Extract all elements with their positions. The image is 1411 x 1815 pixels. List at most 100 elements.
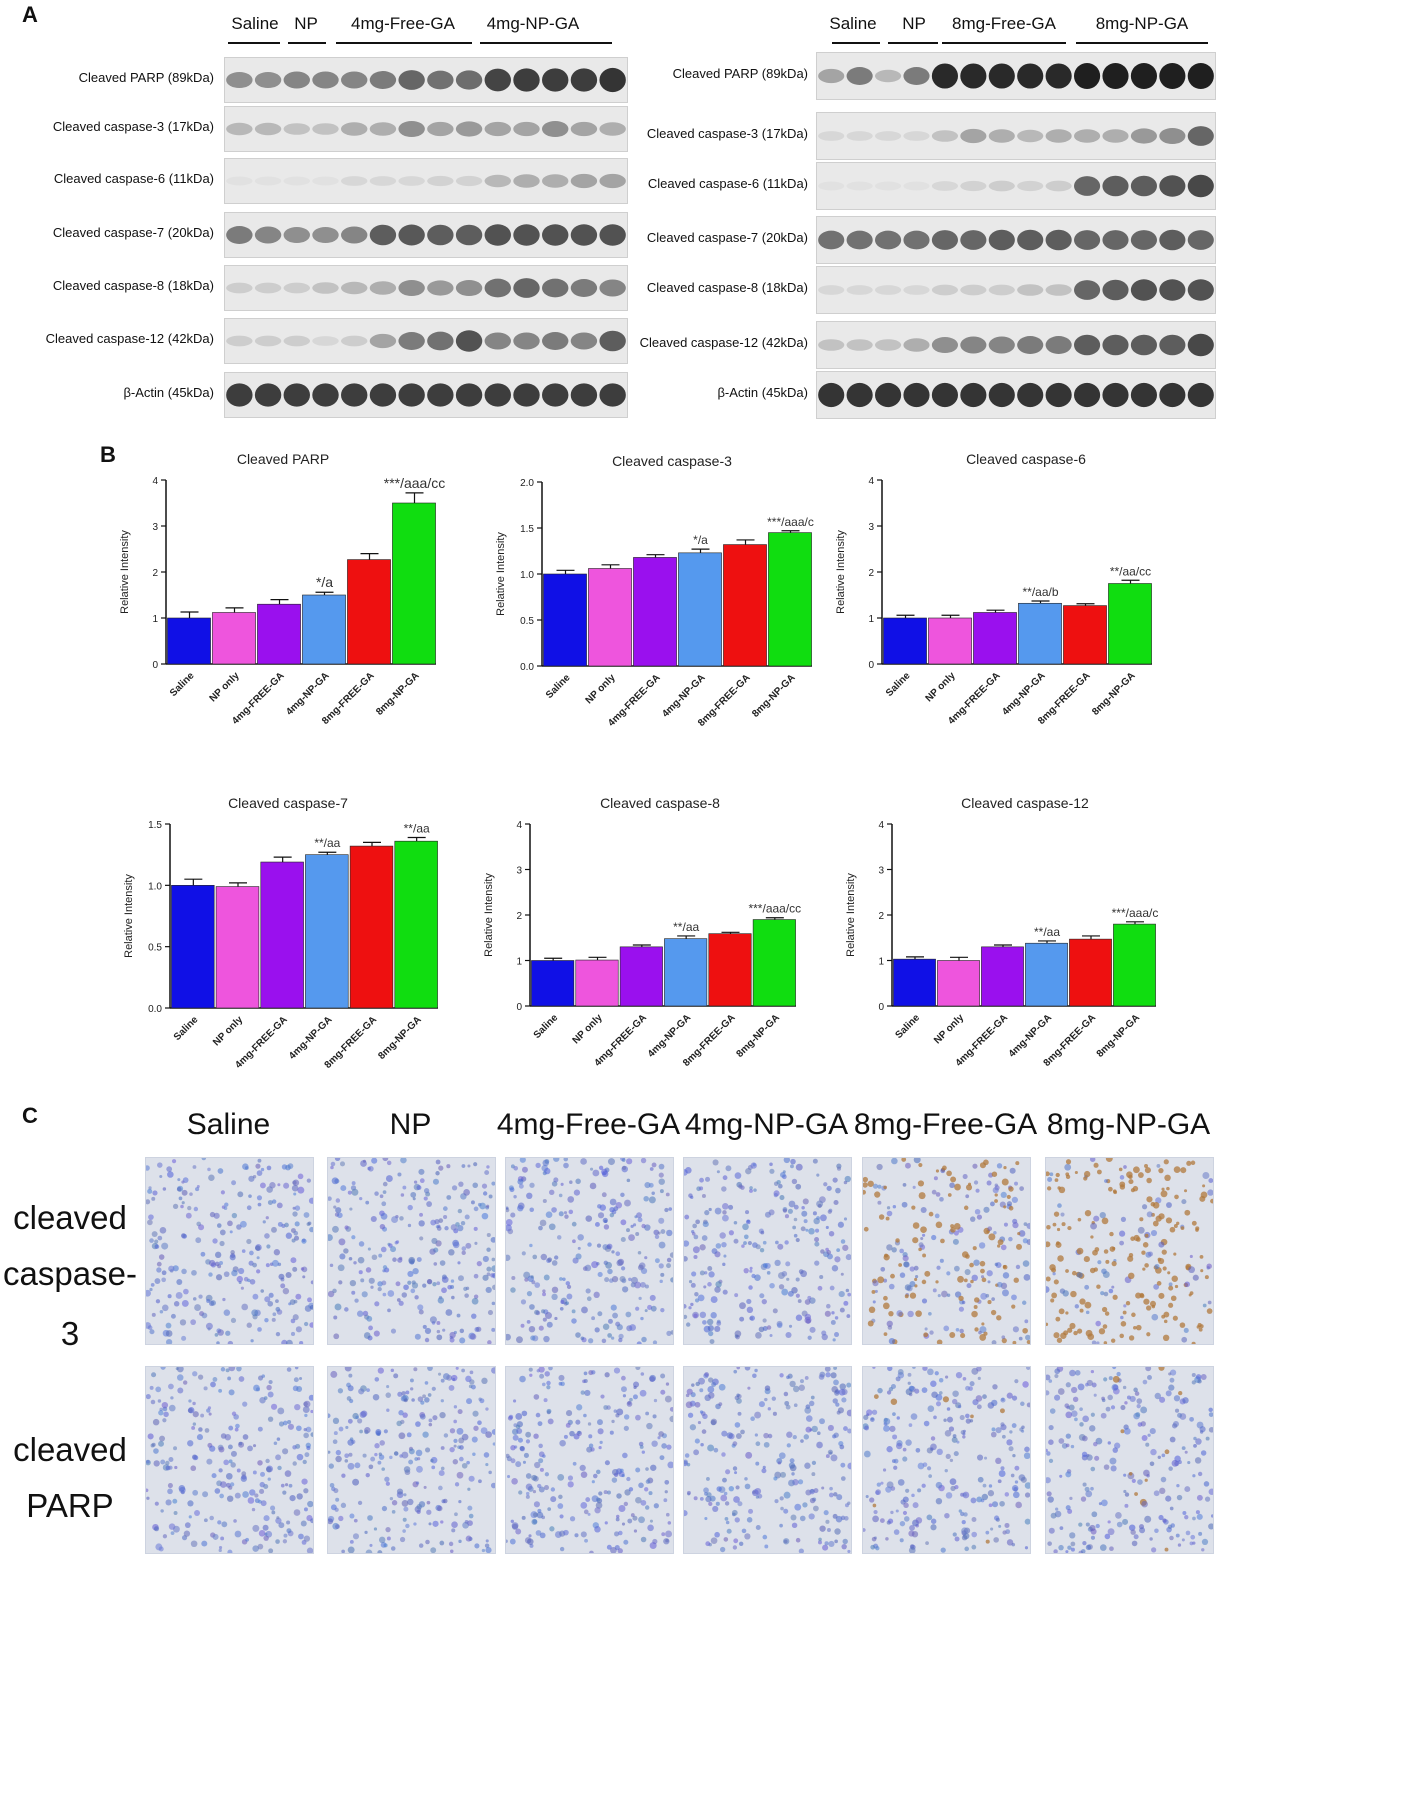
cell-nucleus: [888, 1283, 895, 1290]
cell-nucleus: [950, 1485, 956, 1492]
cell-nucleus: [1109, 1546, 1114, 1552]
cell-nucleus: [825, 1225, 829, 1230]
cell-nucleus: [815, 1228, 820, 1233]
blot-band: [988, 284, 1015, 296]
cell-nucleus: [170, 1531, 175, 1536]
cell-nucleus: [960, 1430, 966, 1435]
cell-nucleus: [349, 1539, 354, 1544]
cell-nucleus: [687, 1412, 694, 1418]
cell-nucleus: [373, 1330, 380, 1337]
cell-nucleus: [1052, 1272, 1056, 1276]
blot-band: [903, 382, 930, 408]
cell-nucleus: [417, 1396, 424, 1402]
cell-nucleus: [234, 1492, 241, 1499]
cell-nucleus: [222, 1297, 226, 1302]
cell-nucleus: [558, 1374, 565, 1381]
cell-nucleus: [418, 1543, 424, 1548]
cell-nucleus: [883, 1332, 888, 1336]
blot-band: [427, 280, 454, 296]
cell-nucleus: [754, 1411, 762, 1419]
blot-band: [254, 335, 282, 347]
cell-nucleus: [752, 1163, 756, 1167]
blot-row-label: Cleaved caspase-3 (17kDa): [646, 126, 808, 141]
cell-nucleus: [266, 1165, 272, 1171]
blot-band: [1017, 63, 1044, 89]
cell-nucleus: [443, 1498, 448, 1504]
cell-nucleus: [347, 1462, 355, 1470]
cell-nucleus: [247, 1278, 251, 1283]
cell-nucleus: [155, 1386, 162, 1393]
cell-nucleus: [415, 1449, 423, 1457]
blot-band: [455, 70, 483, 90]
cell-nucleus: [236, 1275, 243, 1283]
cell-nucleus: [325, 1413, 331, 1419]
cell-nucleus: [669, 1406, 675, 1412]
cell-nucleus: [1024, 1482, 1032, 1489]
cell-nucleus: [1159, 1487, 1166, 1494]
cell-nucleus: [971, 1517, 977, 1522]
cell-nucleus: [994, 1183, 998, 1187]
cell-nucleus: [746, 1306, 754, 1314]
blot-band: [398, 224, 425, 246]
ihc-micrograph: [144, 1155, 316, 1347]
cell-nucleus: [835, 1187, 841, 1194]
cell-nucleus: [735, 1485, 740, 1490]
cell-nucleus: [267, 1416, 274, 1422]
cell-nucleus: [681, 1510, 688, 1517]
cell-nucleus: [1109, 1231, 1114, 1237]
cell-nucleus: [931, 1391, 938, 1398]
cell-nucleus: [454, 1512, 458, 1517]
cell-nucleus: [927, 1405, 935, 1413]
cell-nucleus: [381, 1467, 385, 1471]
cell-nucleus: [1136, 1403, 1141, 1409]
cell-nucleus: [532, 1489, 537, 1494]
cell-nucleus: [709, 1339, 715, 1345]
blot-band: [1130, 175, 1158, 197]
cell-nucleus: [177, 1387, 184, 1394]
cell-nucleus: [486, 1232, 491, 1238]
cell-nucleus: [741, 1244, 745, 1248]
cell-nucleus: [800, 1226, 806, 1232]
cell-nucleus: [933, 1415, 937, 1420]
cell-nucleus: [690, 1282, 696, 1288]
cell-nucleus: [149, 1287, 153, 1292]
cell-nucleus: [795, 1314, 803, 1321]
cell-nucleus: [872, 1183, 879, 1189]
cell-nucleus: [663, 1498, 668, 1503]
bar: [1108, 583, 1152, 665]
cell-nucleus: [1171, 1275, 1178, 1282]
cell-nucleus: [834, 1256, 841, 1263]
cell-nucleus: [830, 1372, 837, 1379]
cell-nucleus: [430, 1458, 434, 1463]
cell-nucleus: [187, 1205, 192, 1211]
cell-nucleus: [612, 1312, 619, 1319]
cell-nucleus: [507, 1475, 511, 1479]
cell-nucleus: [636, 1212, 643, 1219]
blot-band: [1045, 382, 1072, 408]
cell-nucleus: [208, 1174, 215, 1182]
cell-nucleus: [236, 1468, 241, 1473]
cell-nucleus: [1110, 1465, 1117, 1472]
cell-nucleus: [689, 1424, 697, 1431]
cell-nucleus: [439, 1540, 445, 1546]
cell-nucleus: [716, 1321, 722, 1326]
cell-nucleus: [769, 1282, 775, 1289]
cell-nucleus: [871, 1289, 876, 1294]
cell-nucleus: [640, 1536, 647, 1543]
cell-nucleus: [1163, 1319, 1168, 1324]
cell-nucleus: [834, 1539, 838, 1544]
cell-nucleus: [638, 1441, 644, 1447]
cell-nucleus: [1048, 1458, 1054, 1463]
cell-nucleus: [723, 1254, 727, 1258]
cell-nucleus: [701, 1235, 708, 1241]
cell-nucleus: [952, 1390, 959, 1397]
cell-nucleus: [606, 1490, 611, 1495]
cell-nucleus: [890, 1398, 898, 1405]
cell-nucleus: [1145, 1365, 1152, 1372]
cell-nucleus: [251, 1507, 256, 1512]
cell-nucleus: [449, 1446, 455, 1453]
cell-nucleus: [292, 1445, 297, 1450]
cell-nucleus: [453, 1444, 457, 1448]
ihc-column-header: NP: [389, 1108, 432, 1141]
